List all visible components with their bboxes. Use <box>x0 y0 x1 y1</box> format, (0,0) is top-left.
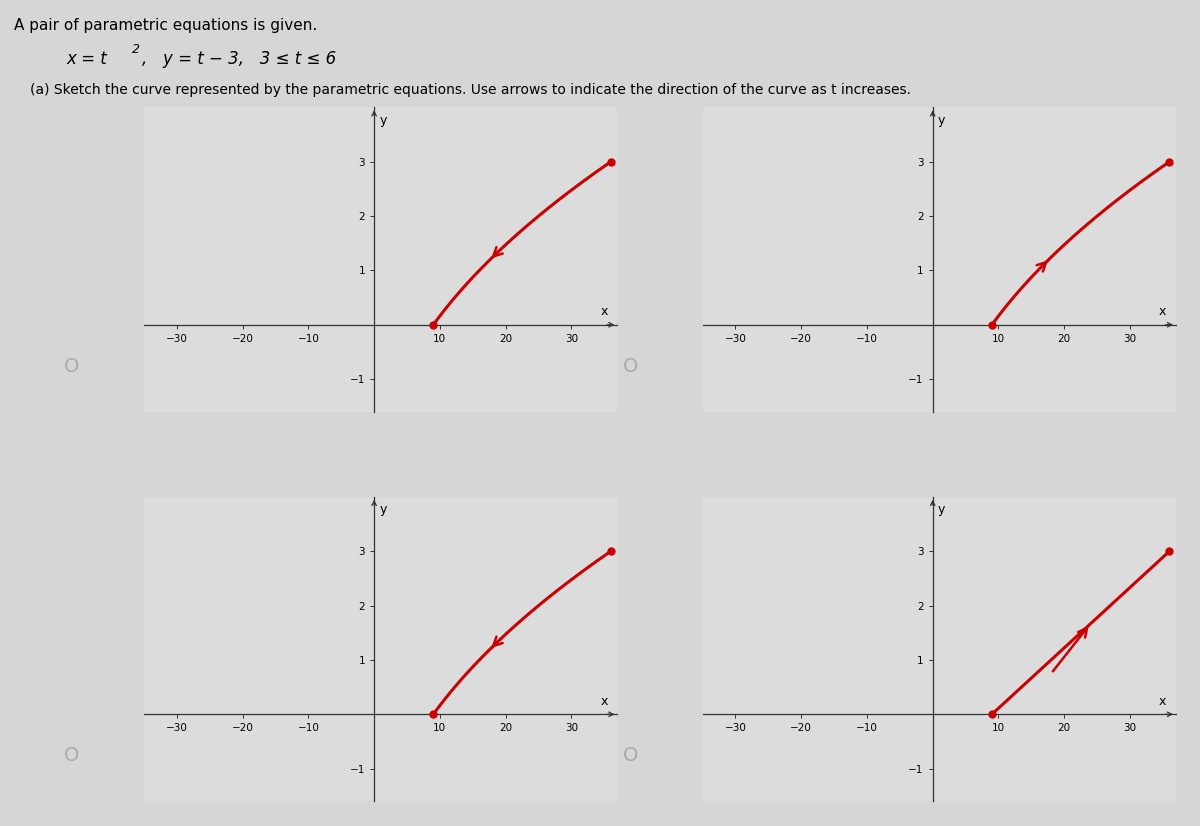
Text: 2: 2 <box>132 43 140 56</box>
Text: x = t: x = t <box>66 50 107 68</box>
Text: y: y <box>379 503 386 516</box>
Text: ,   y = t − 3,   3 ≤ t ≤ 6: , y = t − 3, 3 ≤ t ≤ 6 <box>142 50 336 68</box>
Text: y: y <box>938 503 946 516</box>
Text: x: x <box>600 695 607 708</box>
Text: O: O <box>65 746 79 765</box>
Text: y: y <box>379 114 386 127</box>
Text: x: x <box>1159 306 1166 318</box>
Text: x: x <box>600 306 607 318</box>
Text: (a) Sketch the curve represented by the parametric equations. Use arrows to indi: (a) Sketch the curve represented by the … <box>30 83 911 97</box>
Text: O: O <box>623 357 638 376</box>
Text: y: y <box>938 114 946 127</box>
Text: O: O <box>623 746 638 765</box>
Text: x: x <box>1159 695 1166 708</box>
Text: A pair of parametric equations is given.: A pair of parametric equations is given. <box>14 18 318 33</box>
Text: O: O <box>65 357 79 376</box>
